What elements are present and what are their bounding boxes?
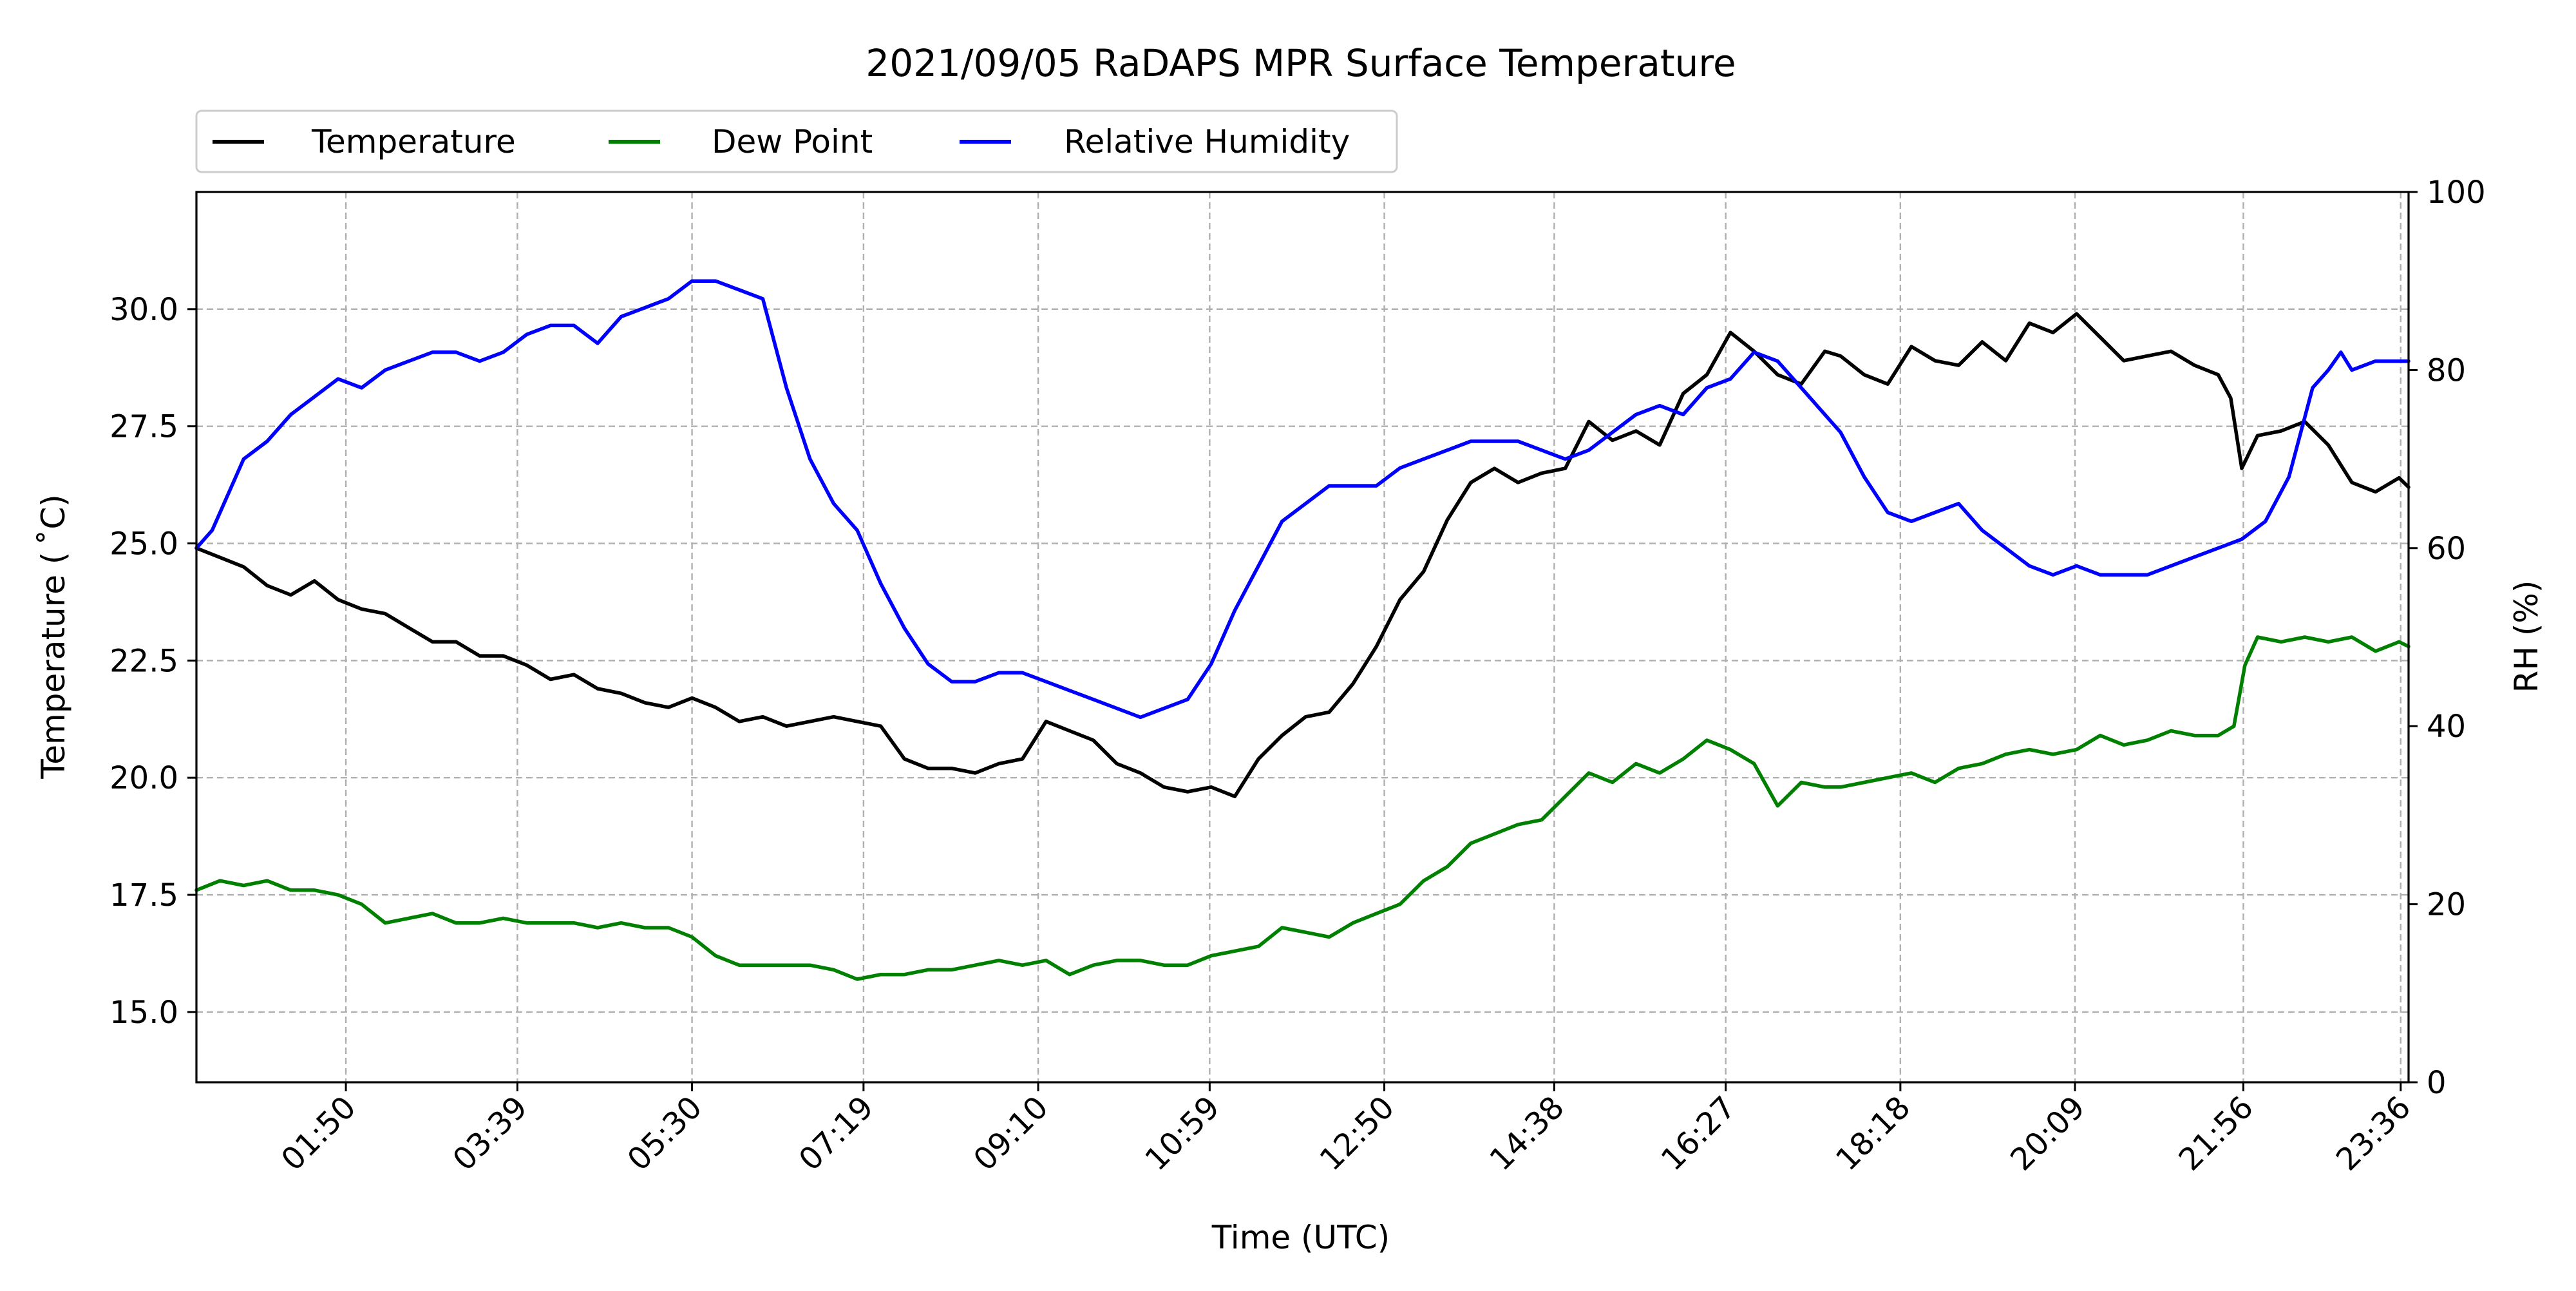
legend-label-dew-point: Dew Point [712, 123, 873, 160]
y-axis-label: Temperature ( ˚C) [35, 494, 72, 779]
grid-layer [196, 192, 2409, 1082]
y2-tick-label: 40 [2427, 709, 2466, 745]
legend-label-temperature: Temperature [311, 123, 516, 160]
y-tick-label: 22.5 [109, 643, 178, 679]
series-layer [194, 279, 2410, 981]
y-tick-label: 25.0 [109, 526, 178, 562]
y-tick-label: 15.0 [109, 995, 178, 1031]
y2-tick-label: 20 [2427, 887, 2466, 923]
y2-tick-label: 80 [2427, 352, 2466, 388]
series-line-temperature [194, 312, 2410, 799]
x-axis-label: Time (UTC) [1211, 1219, 1390, 1256]
y2-tick-label: 60 [2427, 531, 2466, 567]
y2-tick-label: 0 [2427, 1065, 2447, 1101]
y2-tick-label: 100 [2427, 175, 2486, 211]
legend-label-relative-humidity: Relative Humidity [1064, 123, 1350, 160]
series-line-relative-humidity [194, 279, 2410, 720]
legend: Temperature Dew Point Relative Humidity [195, 110, 1398, 173]
plot-frame [195, 191, 2410, 1084]
chart-title: 2021/09/05 RaDAPS MPR Surface Temperatur… [866, 41, 1736, 85]
y2-axis-label: RH (%) [2508, 580, 2545, 693]
series-line-dew-point [194, 635, 2410, 981]
legend-box [195, 110, 1398, 173]
y-tick-label: 30.0 [109, 292, 178, 328]
y-tick-label: 20.0 [109, 760, 178, 796]
y-tick-label: 27.5 [109, 409, 178, 445]
y-tick-label: 17.5 [109, 877, 178, 913]
